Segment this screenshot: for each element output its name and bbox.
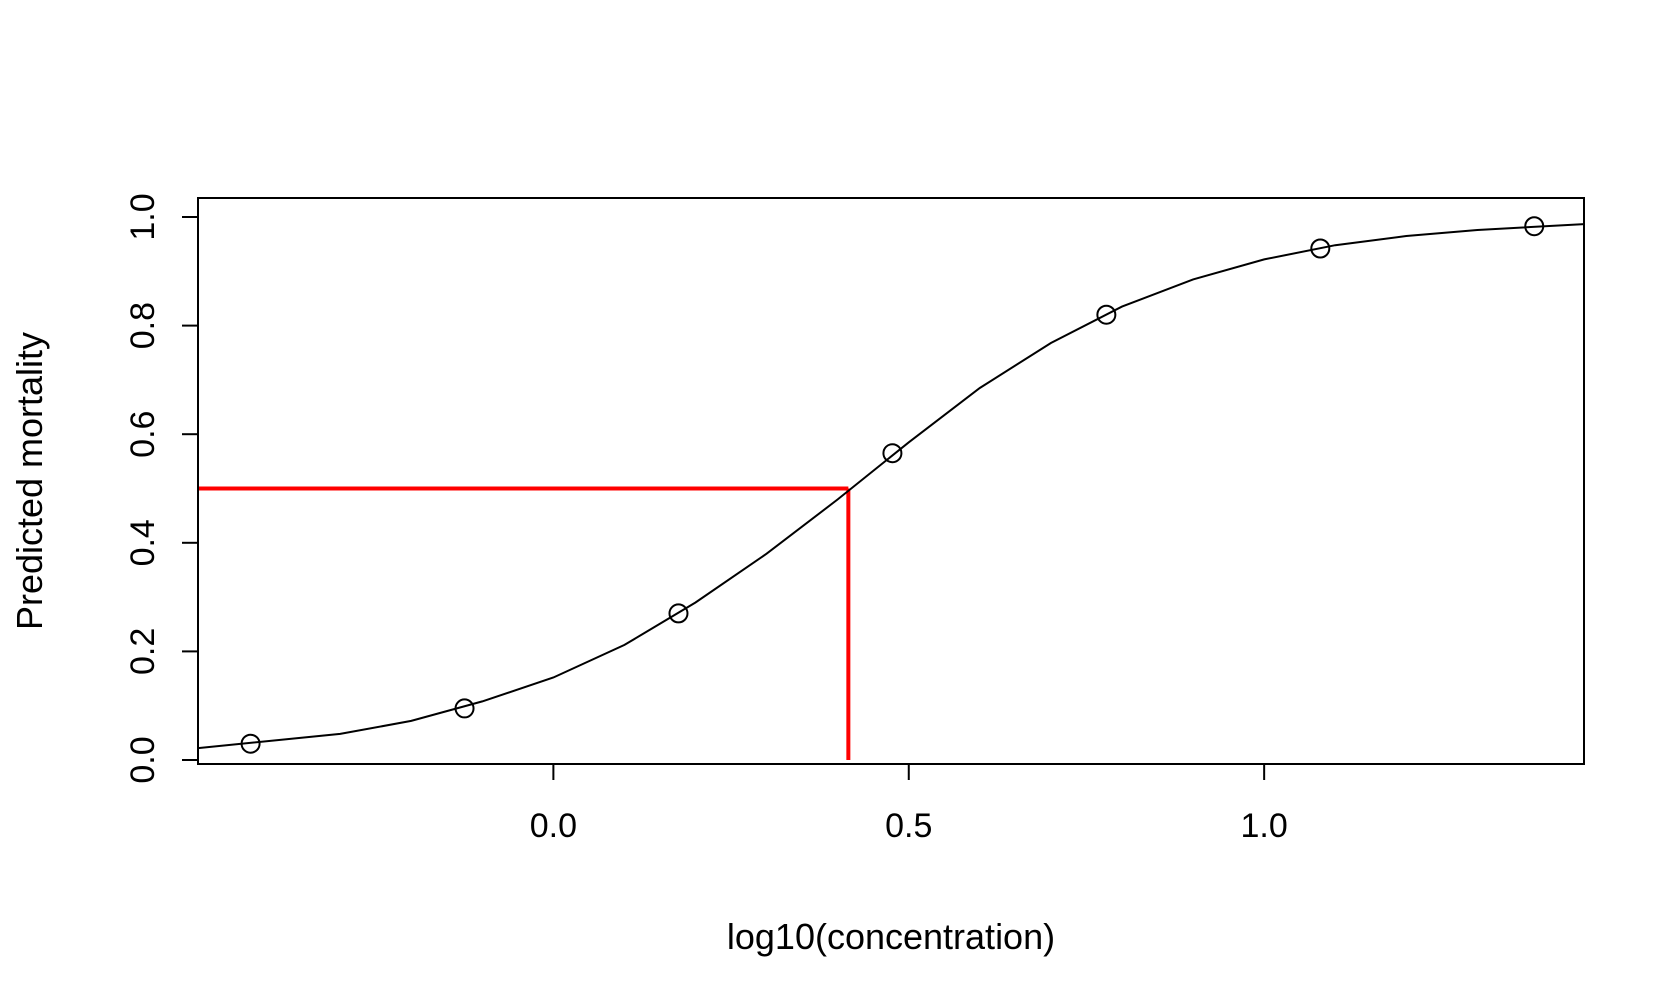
- data-point: [240, 733, 261, 754]
- fitted-curve: [198, 223, 1584, 750]
- y-tick-label: 0.2: [124, 628, 162, 675]
- data-points: [240, 216, 1545, 754]
- data-point: [668, 603, 689, 624]
- data-point: [1096, 304, 1117, 325]
- reference-lines: [198, 486, 851, 760]
- y-tick-label: 1.0: [124, 193, 162, 240]
- data-point: [882, 443, 903, 464]
- data-point: [454, 698, 475, 719]
- x-tick-label: 0.5: [885, 807, 932, 845]
- y-tick-label: 0.8: [124, 302, 162, 349]
- data-point: [1524, 216, 1545, 237]
- y-tick-label: 0.4: [124, 519, 162, 566]
- x-tick-label: 0.0: [530, 807, 577, 845]
- data-point: [1310, 238, 1331, 259]
- x-tick-label: 1.0: [1241, 807, 1288, 845]
- x-axis-title: log10(concentration): [727, 916, 1055, 957]
- fitted-curve-layer: [198, 223, 1584, 750]
- x-axis: 0.0 0.5 1.0: [530, 763, 1288, 845]
- y-tick-label: 0.0: [124, 736, 162, 783]
- y-axis-title: Predicted mortality: [9, 332, 50, 630]
- y-tick-label: 0.6: [124, 411, 162, 458]
- y-axis: 0.0 0.2 0.4 0.6 0.8 1.0: [124, 193, 199, 784]
